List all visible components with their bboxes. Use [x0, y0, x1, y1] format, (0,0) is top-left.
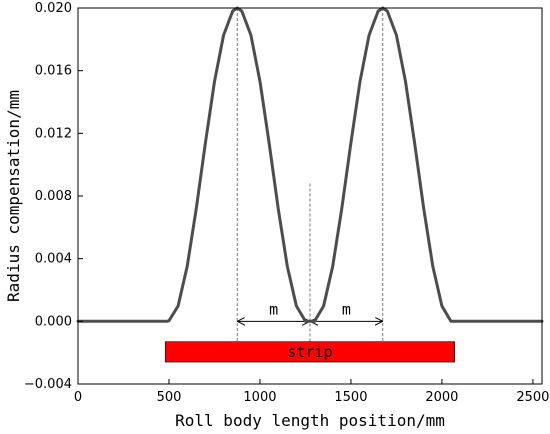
x-tick-label-5: 2500: [516, 390, 549, 405]
strip-bar: [165, 341, 455, 363]
y-tick-label-4: 0.012: [35, 126, 72, 141]
y-tick-label-5: 0.016: [35, 64, 72, 79]
y-tick-label-6: 0.020: [35, 1, 72, 16]
dimension-label-1: m: [342, 300, 351, 318]
dimension-label-0: m: [269, 300, 278, 318]
y-axis-title: Radius compensation/mm: [4, 90, 23, 302]
x-axis-title: Roll body length position/mm: [175, 411, 445, 430]
series-line-0: [76, 6, 544, 323]
y-tick-label-2: 0.004: [35, 252, 72, 267]
y-tick-label-0: −0.004: [24, 377, 72, 392]
y-tick-label-1: 0.000: [35, 314, 72, 329]
x-tick-label-3: 1500: [334, 390, 367, 405]
axes-layer: 0 500 1000 1500 2000 2500 −0.004 0.000 0.004 0.00…: [24, 1, 550, 405]
strip-label: strip: [287, 343, 332, 361]
x-tick-label-2: 1000: [243, 390, 276, 405]
x-tick-label-0: 0: [74, 390, 82, 405]
x-tick-label-4: 2000: [425, 390, 458, 405]
plot-layer: strip m m: [76, 6, 544, 363]
y-tick-label-3: 0.008: [35, 189, 72, 204]
x-tick-label-1: 500: [157, 390, 182, 405]
